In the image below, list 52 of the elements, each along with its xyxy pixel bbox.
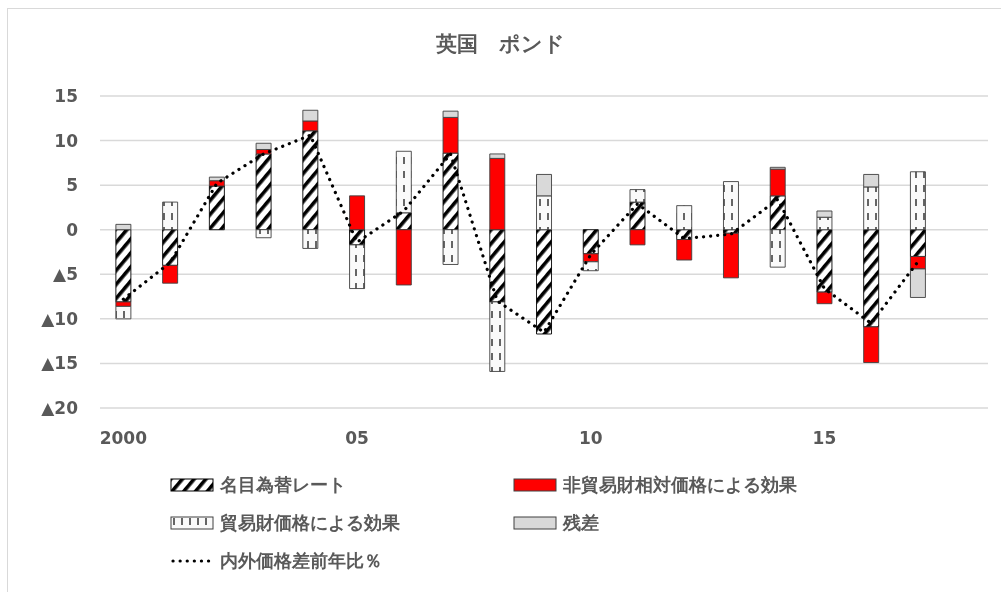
x-tick-label: 15 <box>812 428 837 449</box>
bar <box>255 153 272 231</box>
y-tick-label: ▲20 <box>41 398 79 419</box>
y-tick-label: ▲5 <box>53 264 78 285</box>
bar <box>909 229 926 257</box>
bar <box>395 150 412 214</box>
y-tick-label: 10 <box>54 130 79 151</box>
bar <box>676 205 693 231</box>
legend-label: 内外価格差前年比％ <box>220 549 382 573</box>
x-tick-label: 05 <box>345 428 369 449</box>
bar <box>629 189 646 203</box>
bar <box>162 264 179 284</box>
bar <box>442 229 459 265</box>
bar <box>863 229 880 328</box>
x-tick-label: 2000 <box>99 428 148 449</box>
bar <box>349 195 366 231</box>
bar <box>629 229 646 246</box>
bar <box>255 229 272 239</box>
legend-label: 貿易財価格による効果 <box>220 511 400 535</box>
y-tick-label: ▲10 <box>41 308 79 329</box>
bar <box>769 229 786 268</box>
bar <box>208 185 225 231</box>
bar <box>863 326 880 363</box>
bar <box>489 157 506 231</box>
bar <box>395 229 412 286</box>
y-tick-label: 0 <box>66 219 79 240</box>
legend-label: 名目為替レート <box>220 473 346 497</box>
bar <box>629 201 646 231</box>
bar <box>816 229 833 293</box>
bar <box>489 229 506 303</box>
bar <box>349 244 366 289</box>
x-tick-label: 10 <box>578 428 603 449</box>
bar <box>676 239 693 261</box>
legend-label: 非貿易財相対価格による効果 <box>563 473 797 497</box>
bar <box>582 229 599 255</box>
bar <box>489 301 506 372</box>
bar <box>442 152 459 231</box>
bar <box>769 168 786 197</box>
legend-label: 残差 <box>563 511 599 535</box>
bar <box>909 171 926 231</box>
bar <box>723 181 739 231</box>
bar <box>115 305 132 320</box>
bar <box>723 232 739 279</box>
y-tick-label: ▲15 <box>41 353 78 374</box>
bar <box>769 195 786 231</box>
bar <box>302 229 319 249</box>
y-tick-label: 15 <box>54 86 78 107</box>
bar <box>816 291 833 305</box>
y-tick-label: 5 <box>66 175 78 196</box>
bar <box>162 201 179 231</box>
bar <box>162 229 179 266</box>
chart-title: 英国 ポンド <box>436 31 565 58</box>
